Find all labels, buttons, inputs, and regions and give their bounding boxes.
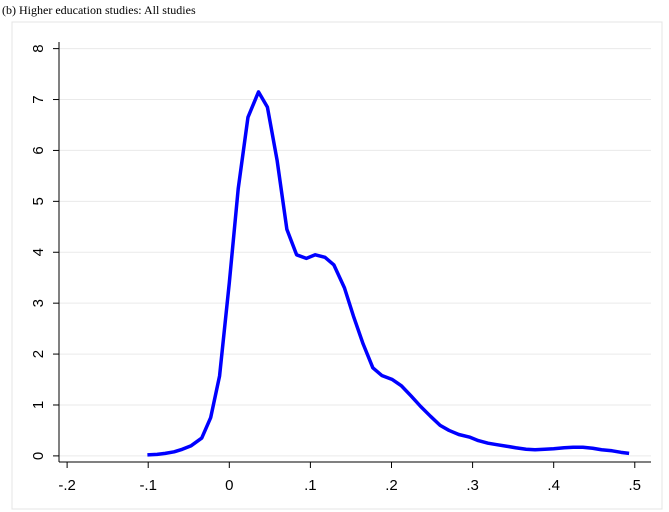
y-tick-label: 5 <box>30 197 47 205</box>
x-tick-label: .1 <box>304 477 317 494</box>
x-tick-label: .2 <box>385 477 398 494</box>
y-tick-label: 3 <box>30 299 47 307</box>
plot-frame <box>11 21 663 510</box>
density-line <box>147 90 630 457</box>
x-tick-label: .3 <box>466 477 479 494</box>
x-tick-label: 0 <box>225 477 233 494</box>
x-tick-label: -.2 <box>58 477 76 494</box>
y-tick-label: 6 <box>30 146 47 154</box>
chart-title: (b) Higher education studies: All studie… <box>2 3 196 17</box>
y-tick-label: 1 <box>30 401 47 409</box>
x-tick-label: .4 <box>547 477 560 494</box>
y-tick-label: 0 <box>30 452 47 460</box>
y-tick-label: 8 <box>30 44 47 52</box>
y-tick-label: 2 <box>30 350 47 358</box>
x-tick-label: -.1 <box>139 477 157 494</box>
y-tick-label: 4 <box>30 248 47 256</box>
x-tick-label: .5 <box>629 477 642 494</box>
y-tick-label: 7 <box>30 95 47 103</box>
